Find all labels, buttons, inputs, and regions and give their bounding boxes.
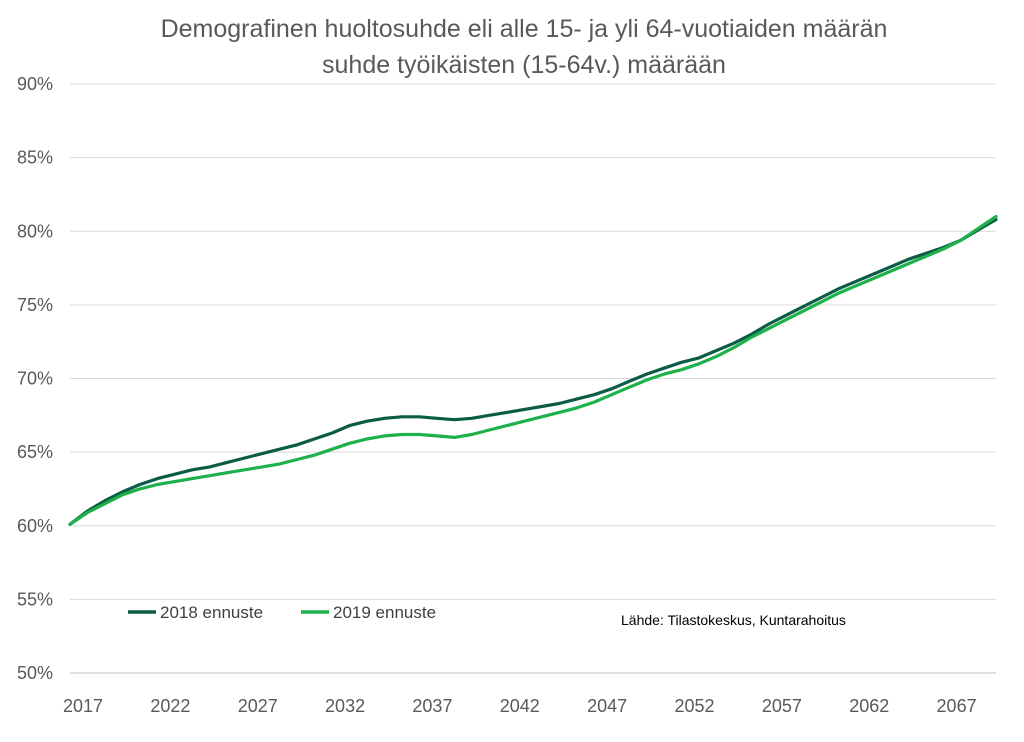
y-tick-label: 65% xyxy=(17,442,53,462)
x-tick-label: 2042 xyxy=(500,696,540,716)
y-tick-label: 90% xyxy=(17,74,53,94)
y-tick-label: 70% xyxy=(17,369,53,389)
series-line-2019-ennuste xyxy=(68,214,998,526)
x-tick-label: 2022 xyxy=(150,696,190,716)
x-tick-label: 2052 xyxy=(674,696,714,716)
y-tick-label: 50% xyxy=(17,663,53,683)
x-tick-label: 2027 xyxy=(238,696,278,716)
x-tick-label: 2032 xyxy=(325,696,365,716)
x-tick-label: 2037 xyxy=(412,696,452,716)
legend-label-2019: 2019 ennuste xyxy=(333,603,436,622)
x-axis-tick-labels: 2017 2022 2027 2032 2037 2042 2047 2052 2057 2062… xyxy=(63,696,977,716)
y-tick-label: 60% xyxy=(17,516,53,536)
x-tick-label: 2057 xyxy=(762,696,802,716)
chart-title-line-2: suhde työikäisten (15-64v.) määrään xyxy=(322,51,726,79)
x-tick-label: 2047 xyxy=(587,696,627,716)
x-tick-label: 2062 xyxy=(849,696,889,716)
legend-label-2018: 2018 ennuste xyxy=(160,603,263,622)
series-lines xyxy=(68,214,998,526)
y-tick-label: 85% xyxy=(17,148,53,168)
y-tick-label: 55% xyxy=(17,589,53,609)
y-tick-label: 75% xyxy=(17,295,53,315)
y-axis-tick-labels: 50% 55% 60% 65% 70% 75% 80% 85% 90% xyxy=(17,74,53,683)
series-line-2018-ennuste xyxy=(68,217,998,526)
x-tick-label: 2017 xyxy=(63,696,103,716)
legend: 2018 ennuste 2019 ennuste xyxy=(128,603,436,622)
chart-title-line-1: Demografinen huoltosuhde eli alle 15- ja… xyxy=(161,15,888,43)
gridlines xyxy=(70,83,996,600)
y-tick-label: 80% xyxy=(17,221,53,241)
source-note: Lähde: Tilastokeskus, Kuntarahoitus xyxy=(621,612,846,628)
x-tick-label: 2067 xyxy=(937,696,977,716)
